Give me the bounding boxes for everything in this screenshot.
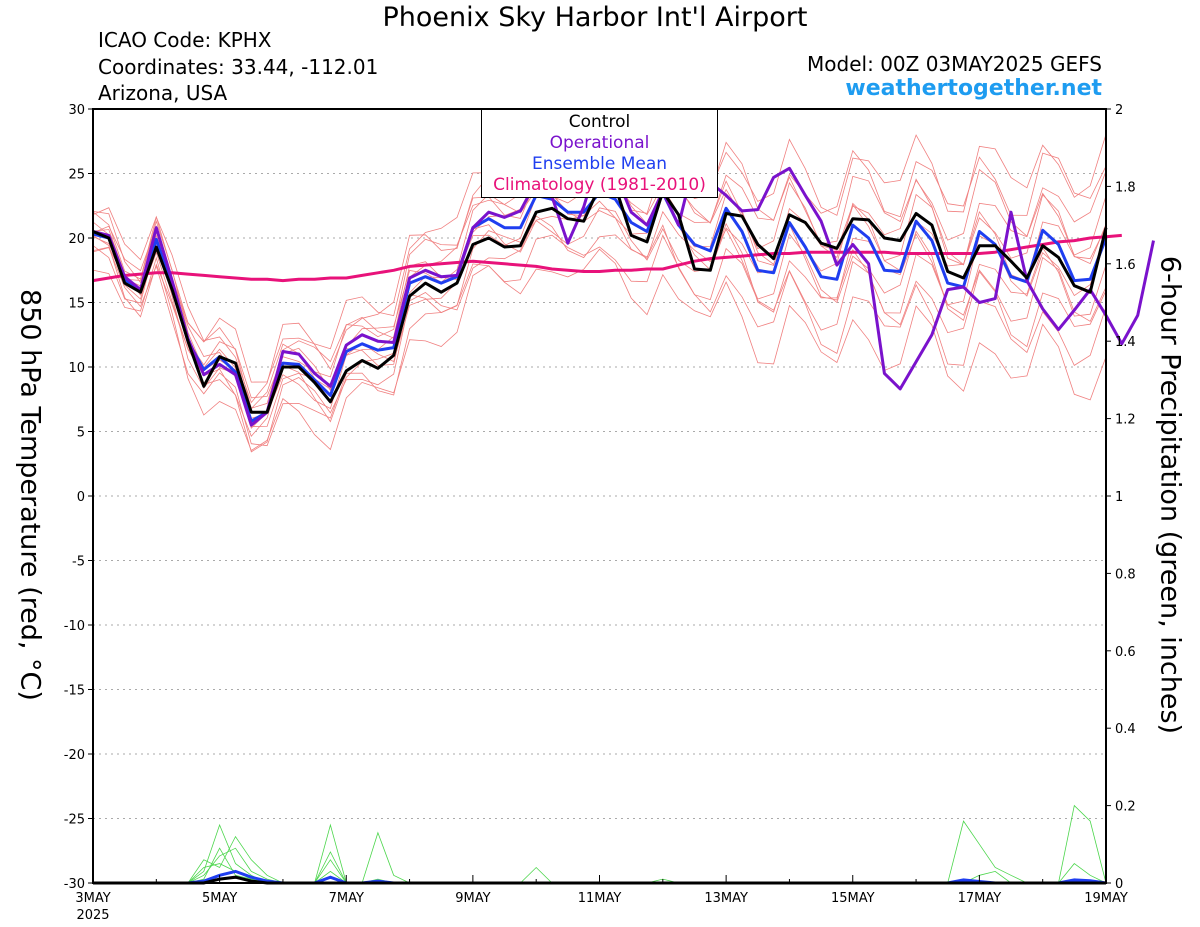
ensemble-member-line bbox=[92, 163, 1107, 399]
ensemble-mean-line bbox=[92, 191, 1108, 423]
precip-member-line bbox=[93, 804, 1107, 884]
y-tick-label: -25 bbox=[64, 813, 85, 828]
x-tick-label: 3MAY bbox=[75, 891, 110, 906]
y-axis-right-ticks: 2 1.8 1.6 1.4 1.2 1 0.8 0.6 0.4 0.2 0 bbox=[1106, 103, 1136, 892]
y-tick-label: -20 bbox=[64, 748, 85, 763]
x-axis-ticks: 3MAY 2025 5MAY 7MAY 9MAY 11MAY 13MAY 15MAY 17MAY… bbox=[75, 875, 1128, 923]
climatology-line bbox=[92, 233, 1122, 283]
y-right-tick-label: 0.6 bbox=[1115, 645, 1136, 660]
x-tick-label: 19MAY bbox=[1084, 891, 1128, 906]
legend: Control Operational Ensemble Mean Climat… bbox=[481, 109, 718, 198]
precip-layer bbox=[93, 804, 1107, 885]
y-tick-label: -10 bbox=[64, 619, 85, 634]
x-tick-label: 7MAY bbox=[329, 891, 364, 906]
ensemble-member-line bbox=[92, 188, 1107, 428]
ensemble-members bbox=[92, 120, 1107, 453]
legend-ensemble-mean: Ensemble Mean bbox=[531, 154, 668, 174]
y-right-tick-label: 1.2 bbox=[1115, 413, 1136, 428]
x-tick-label: 11MAY bbox=[578, 891, 622, 906]
grid-lines bbox=[93, 173, 1106, 819]
icao-code: ICAO Code: KPHX bbox=[98, 28, 272, 52]
ensemble-member-line bbox=[92, 215, 1107, 453]
y-tick-label: 5 bbox=[77, 426, 85, 441]
model-run: Model: 00Z 03MAY2025 GEFS bbox=[807, 52, 1102, 76]
y-tick-label: 15 bbox=[68, 297, 85, 312]
y-right-tick-label: 1.8 bbox=[1115, 180, 1136, 195]
y-tick-label: -5 bbox=[72, 555, 85, 570]
y-axis-right-label: 6-hour Precipitation (green, inches) bbox=[1154, 255, 1186, 735]
legend-control: Control bbox=[568, 112, 631, 132]
site-name[interactable]: weathertogether.net bbox=[845, 76, 1102, 101]
y-right-tick-label: 0.8 bbox=[1115, 567, 1136, 582]
y-right-tick-label: 0.2 bbox=[1115, 800, 1136, 815]
y-right-tick-label: 1.4 bbox=[1115, 335, 1136, 350]
y-tick-label: -30 bbox=[64, 877, 85, 892]
y-tick-label: 0 bbox=[77, 490, 85, 505]
y-tick-label: 30 bbox=[68, 103, 85, 118]
y-tick-label: 10 bbox=[68, 361, 85, 376]
x-tick-label: 17MAY bbox=[958, 891, 1002, 906]
y-right-tick-label: 0 bbox=[1115, 877, 1123, 892]
legend-climatology: Climatology (1981-2010) bbox=[493, 175, 706, 195]
y-axis-left-ticks: 30 25 20 15 10 5 0 -5 -10 -15 -20 -25 -30 bbox=[64, 103, 93, 892]
y-tick-label: 25 bbox=[68, 168, 85, 183]
coordinates: Coordinates: 33.44, -112.01 bbox=[98, 55, 379, 79]
legend-operational: Operational bbox=[549, 133, 650, 153]
y-tick-label: 20 bbox=[68, 232, 85, 247]
y-axis-left-label: 850 hPa Temperature (red, °C) bbox=[14, 289, 46, 701]
x-tick-label: 15MAY bbox=[831, 891, 875, 906]
x-tick-label: 13MAY bbox=[704, 891, 748, 906]
y-tick-label: -15 bbox=[64, 684, 85, 699]
x-tick-year: 2025 bbox=[76, 908, 109, 923]
ensemble-member-line bbox=[92, 207, 1107, 437]
y-right-tick-label: 1.6 bbox=[1115, 258, 1136, 273]
ensemble-member-line bbox=[92, 248, 1107, 452]
x-tick-label: 5MAY bbox=[202, 891, 237, 906]
y-right-tick-label: 2 bbox=[1115, 103, 1123, 118]
region: Arizona, USA bbox=[98, 81, 228, 105]
x-tick-label: 9MAY bbox=[455, 891, 490, 906]
y-right-tick-label: 1 bbox=[1115, 490, 1123, 505]
chart-title: Phoenix Sky Harbor Int'l Airport bbox=[382, 2, 808, 33]
y-right-tick-label: 0.4 bbox=[1115, 722, 1136, 737]
ensemble-member-line bbox=[92, 234, 1107, 447]
